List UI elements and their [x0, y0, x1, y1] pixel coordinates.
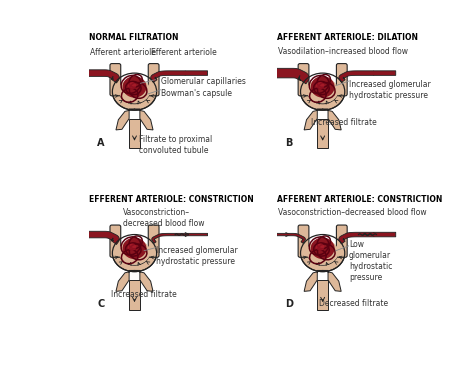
Text: NORMAL FILTRATION: NORMAL FILTRATION	[89, 33, 179, 42]
Polygon shape	[88, 231, 119, 245]
FancyBboxPatch shape	[148, 225, 159, 257]
Text: Afferent arteriole: Afferent arteriole	[90, 48, 156, 57]
Text: EFFERENT ARTERIOLE: CONSTRICTION: EFFERENT ARTERIOLE: CONSTRICTION	[89, 195, 254, 204]
Text: AFFERENT ARTERIOLE: CONSTRICTION: AFFERENT ARTERIOLE: CONSTRICTION	[277, 195, 443, 204]
Polygon shape	[134, 109, 153, 130]
Ellipse shape	[310, 238, 335, 259]
Ellipse shape	[316, 82, 324, 89]
Ellipse shape	[118, 78, 150, 103]
Text: Vasodilation–increased blood flow: Vasodilation–increased blood flow	[278, 47, 409, 56]
FancyBboxPatch shape	[337, 225, 347, 257]
Text: C: C	[98, 299, 105, 309]
Text: A: A	[98, 138, 105, 148]
Ellipse shape	[316, 243, 324, 251]
Text: Increased filtrate: Increased filtrate	[110, 290, 176, 299]
Polygon shape	[304, 109, 323, 130]
Polygon shape	[113, 254, 156, 272]
Polygon shape	[339, 232, 396, 244]
Polygon shape	[276, 233, 305, 243]
Ellipse shape	[118, 239, 150, 265]
Text: B: B	[285, 138, 293, 148]
Text: Glomerular capillaries: Glomerular capillaries	[161, 77, 246, 86]
Polygon shape	[152, 233, 208, 243]
Polygon shape	[116, 270, 135, 291]
Polygon shape	[322, 270, 341, 291]
Polygon shape	[301, 254, 345, 272]
Polygon shape	[129, 119, 140, 149]
Polygon shape	[317, 119, 328, 149]
Polygon shape	[339, 71, 396, 82]
Polygon shape	[129, 280, 140, 310]
Text: Vasoconstriction–decreased blood flow: Vasoconstriction–decreased blood flow	[278, 208, 427, 217]
FancyBboxPatch shape	[110, 64, 121, 96]
Text: Increased glomerular
hydrostatic pressure: Increased glomerular hydrostatic pressur…	[156, 246, 238, 266]
Text: Low
glomerular
hydrostatic
pressure: Low glomerular hydrostatic pressure	[349, 240, 392, 282]
Text: Increased filtrate: Increased filtrate	[310, 118, 376, 127]
FancyBboxPatch shape	[298, 64, 309, 96]
FancyBboxPatch shape	[148, 64, 159, 96]
Polygon shape	[301, 92, 345, 110]
Polygon shape	[317, 280, 328, 310]
Ellipse shape	[123, 238, 146, 259]
Ellipse shape	[307, 239, 338, 265]
Ellipse shape	[128, 82, 137, 89]
Polygon shape	[116, 109, 135, 130]
Text: Filtrate to proximal
convoluted tubule: Filtrate to proximal convoluted tubule	[139, 135, 212, 155]
FancyBboxPatch shape	[337, 64, 347, 96]
Text: Bowman's capsule: Bowman's capsule	[161, 89, 232, 98]
Ellipse shape	[128, 243, 137, 251]
Polygon shape	[88, 70, 119, 83]
Ellipse shape	[310, 76, 335, 97]
Ellipse shape	[307, 78, 338, 103]
Ellipse shape	[123, 76, 146, 97]
Polygon shape	[134, 270, 153, 291]
Polygon shape	[322, 109, 341, 130]
Text: D: D	[285, 299, 293, 309]
Text: Increased glomerular
hydrostatic pressure: Increased glomerular hydrostatic pressur…	[349, 80, 431, 100]
Text: Decreased filtrate: Decreased filtrate	[319, 299, 388, 308]
Text: Efferent arteriole: Efferent arteriole	[151, 48, 217, 57]
Polygon shape	[276, 68, 309, 84]
Polygon shape	[304, 270, 323, 291]
Text: Vasoconstriction–
decreased blood flow: Vasoconstriction– decreased blood flow	[123, 208, 204, 228]
Text: AFFERENT ARTERIOLE: DILATION: AFFERENT ARTERIOLE: DILATION	[277, 33, 418, 42]
FancyBboxPatch shape	[298, 225, 309, 257]
Polygon shape	[151, 71, 208, 82]
Polygon shape	[113, 92, 156, 110]
FancyBboxPatch shape	[110, 225, 121, 257]
